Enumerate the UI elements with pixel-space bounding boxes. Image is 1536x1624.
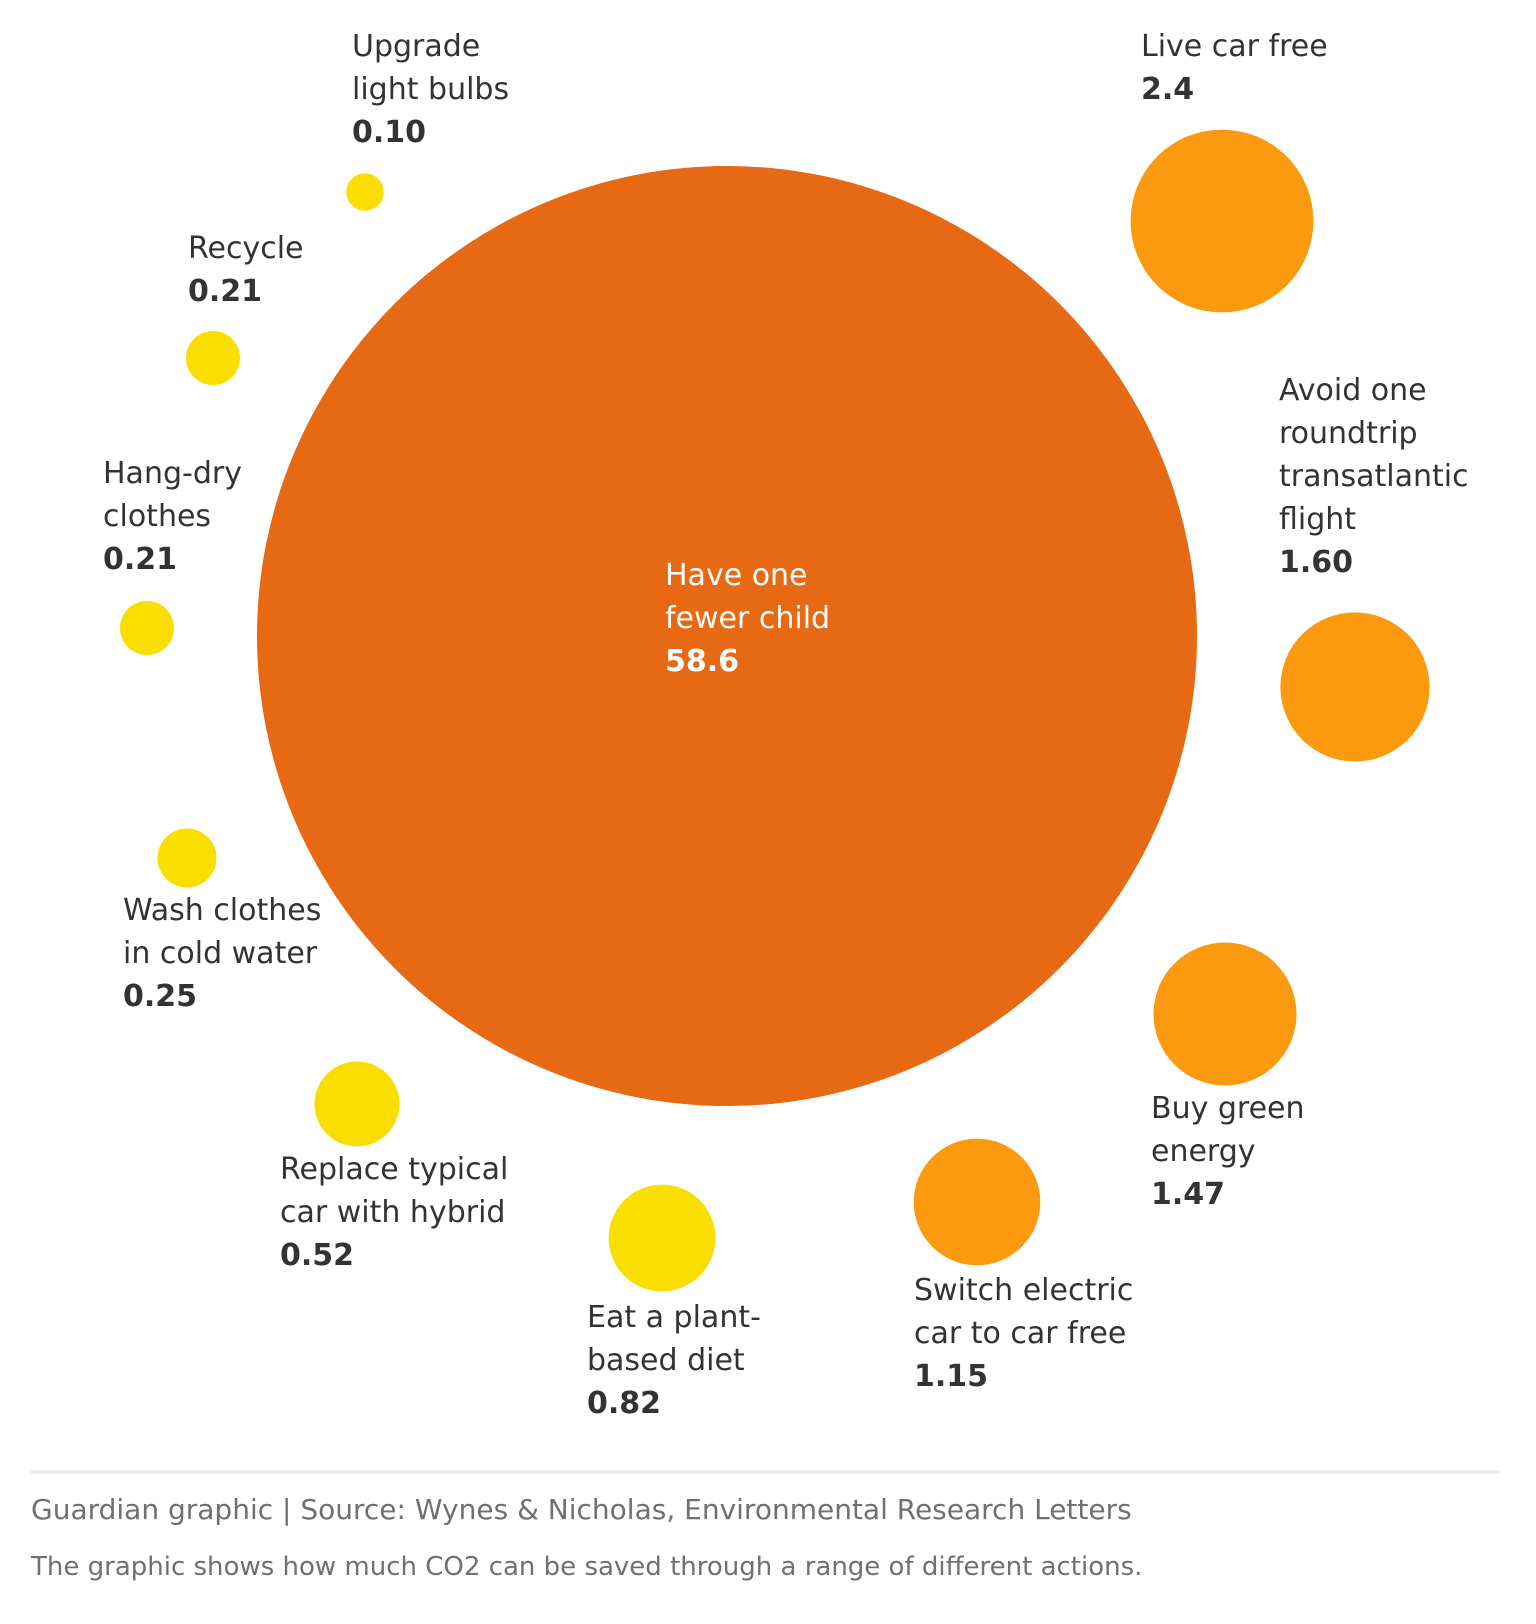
bubble-label-hang-dry-clothes: Hang-dry <box>103 456 242 491</box>
bubble-value-hang-dry-clothes: 0.21 <box>103 542 177 577</box>
bubble-label-eat-a-plant-based-diet: Eat a plant- <box>587 1300 761 1335</box>
bubble-value-avoid-one-roundtrip-transatlantic-flight: 1.60 <box>1279 545 1353 580</box>
bubble-label-hang-dry-clothes: clothes <box>103 499 211 534</box>
bubble-value-buy-green-energy: 1.47 <box>1151 1177 1225 1212</box>
bubble-switch-electric-car-to-car-free <box>913 1138 1041 1266</box>
bubble-value-upgrade-light-bulbs: 0.10 <box>352 115 426 150</box>
bubble-label-buy-green-energy: energy <box>1151 1134 1256 1169</box>
bubble-label-have-one-fewer-child: Have one <box>665 558 808 593</box>
source-credit: Guardian graphic | Source: Wynes & Nicho… <box>31 1493 1132 1526</box>
bubble-value-eat-a-plant-based-diet: 0.82 <box>587 1386 661 1421</box>
bubble-upgrade-light-bulbs <box>346 173 384 211</box>
bubble-label-have-one-fewer-child: fewer child <box>665 601 830 636</box>
chart-caption: The graphic shows how much CO2 can be sa… <box>31 1552 1143 1582</box>
bubble-label-replace-typical-car-with-hybrid: car with hybrid <box>280 1195 505 1230</box>
bubble-value-switch-electric-car-to-car-free: 1.15 <box>914 1359 988 1394</box>
bubble-value-live-car-free: 2.4 <box>1141 72 1194 107</box>
bubble-label-avoid-one-roundtrip-transatlantic-flight: flight <box>1279 502 1356 537</box>
bubble-label-recycle: Recycle <box>188 231 304 266</box>
footer-divider <box>31 1470 1500 1474</box>
bubble-value-wash-clothes-in-cold-water: 0.25 <box>123 979 197 1014</box>
bubble-value-recycle: 0.21 <box>188 274 262 309</box>
bubble-wash-clothes-in-cold-water <box>157 828 217 888</box>
bubble-have-one-fewer-child <box>257 166 1197 1106</box>
bubble-label-eat-a-plant-based-diet: based diet <box>587 1343 745 1378</box>
bubble-label-live-car-free: Live car free <box>1141 29 1328 64</box>
bubble-label-buy-green-energy: Buy green <box>1151 1091 1305 1126</box>
bubble-label-replace-typical-car-with-hybrid: Replace typical <box>280 1152 508 1187</box>
bubble-label-avoid-one-roundtrip-transatlantic-flight: transatlantic <box>1279 459 1469 494</box>
bubble-label-wash-clothes-in-cold-water: in cold water <box>123 936 318 971</box>
bubble-label-avoid-one-roundtrip-transatlantic-flight: Avoid one <box>1279 373 1427 408</box>
bubble-replace-typical-car-with-hybrid <box>314 1061 400 1147</box>
bubble-avoid-one-roundtrip-transatlantic-flight <box>1280 612 1430 762</box>
bubble-value-have-one-fewer-child: 58.6 <box>665 644 739 679</box>
bubble-label-upgrade-light-bulbs: light bulbs <box>352 72 509 107</box>
bubble-live-car-free <box>1130 129 1314 313</box>
bubble-buy-green-energy <box>1153 942 1297 1086</box>
bubble-label-upgrade-light-bulbs: Upgrade <box>352 29 480 64</box>
bubble-eat-a-plant-based-diet <box>608 1184 716 1292</box>
bubble-value-replace-typical-car-with-hybrid: 0.52 <box>280 1238 354 1273</box>
bubble-label-wash-clothes-in-cold-water: Wash clothes <box>123 893 321 928</box>
bubble-recycle <box>186 331 240 385</box>
bubble-label-avoid-one-roundtrip-transatlantic-flight: roundtrip <box>1279 416 1418 451</box>
bubble-label-switch-electric-car-to-car-free: car to car free <box>914 1316 1126 1351</box>
bubble-label-switch-electric-car-to-car-free: Switch electric <box>914 1273 1133 1308</box>
bubble-chart: Have one fewer child 58.6 Live car free 2.4 A… <box>103 29 1469 1421</box>
bubble-hang-dry-clothes <box>120 601 174 655</box>
